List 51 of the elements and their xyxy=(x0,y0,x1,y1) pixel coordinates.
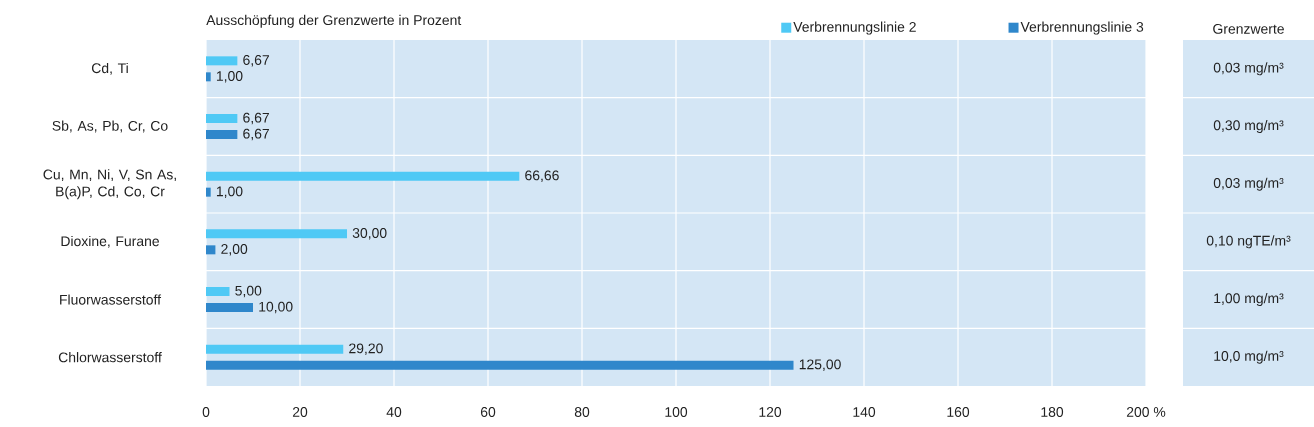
data-label: 1,00 xyxy=(216,71,243,83)
data-label: 6,67 xyxy=(243,112,269,125)
text: 0,03 mg/m³ xyxy=(1213,62,1284,76)
data-label: 2,00 xyxy=(221,244,248,256)
y2-axis-title: Grenzwerte xyxy=(1213,23,1284,34)
x-tick-label: 80 xyxy=(574,407,590,417)
data-label: 30,00 xyxy=(352,228,387,240)
bar xyxy=(206,360,794,370)
bar xyxy=(206,287,230,296)
data-label: 29,20 xyxy=(349,343,383,355)
x-tick-label: 40 xyxy=(386,407,402,417)
legend-label: Verbrennungslinie 2 xyxy=(793,21,916,35)
data-label: 1,00 xyxy=(216,186,243,198)
text: 0,10 ngTE/m³ xyxy=(1206,235,1291,249)
text: 1,00 mg/m³ xyxy=(1214,293,1284,306)
bar xyxy=(206,344,344,354)
bar xyxy=(206,187,211,197)
data-label: 5,00 xyxy=(235,285,262,298)
bar xyxy=(206,130,238,139)
x-tick-label: 180 xyxy=(1041,407,1064,417)
bar xyxy=(206,56,238,66)
text: 0,03 mg/m³ xyxy=(1213,177,1284,191)
x-tick-label: 160 xyxy=(947,407,970,417)
y-tick-label: Sb, As, Pb, Cr, Co xyxy=(52,120,168,133)
y-tick-label: Dioxine, Furane xyxy=(61,235,159,248)
x-tick-label: 0 xyxy=(202,407,210,417)
x-tick-label: 120 xyxy=(759,407,782,417)
data-label: 66,66 xyxy=(525,170,559,182)
legend-label: Verbrennungslinie 3 xyxy=(1020,21,1144,35)
x-tick-label: 20 xyxy=(292,407,308,417)
x-tick-label: 100 xyxy=(665,407,688,417)
y-tick-label: Chlorwasserstoff xyxy=(58,352,162,363)
bar xyxy=(206,245,216,255)
text: 0,30 mg/m³ xyxy=(1213,119,1284,133)
bar xyxy=(206,72,211,82)
x-tick-label: 140 xyxy=(853,407,876,417)
data-label: 10,00 xyxy=(259,301,293,314)
data-label: 6,67 xyxy=(243,55,269,67)
chart-title: Ausschöpfung der Grenzwerte in Prozent xyxy=(206,14,462,28)
text: 10,0 mg/m³ xyxy=(1214,350,1284,364)
data-label: 6,67 xyxy=(243,128,269,141)
bar xyxy=(206,114,238,123)
y-tick-label: Cd, Ti xyxy=(91,62,128,75)
y-tick-label: Fluorwasserstoff xyxy=(60,294,162,305)
x-tick-label: 60 xyxy=(480,407,496,417)
bar xyxy=(206,229,347,239)
bar xyxy=(206,303,253,312)
y-tick-label: Cu, Mn, Ni, V, Sn As, B(a)P, Cd, Co, Cr xyxy=(43,169,176,200)
data-label: 125,00 xyxy=(799,359,841,371)
bar xyxy=(206,171,520,181)
x-tick-label: 200 % xyxy=(1126,407,1166,417)
